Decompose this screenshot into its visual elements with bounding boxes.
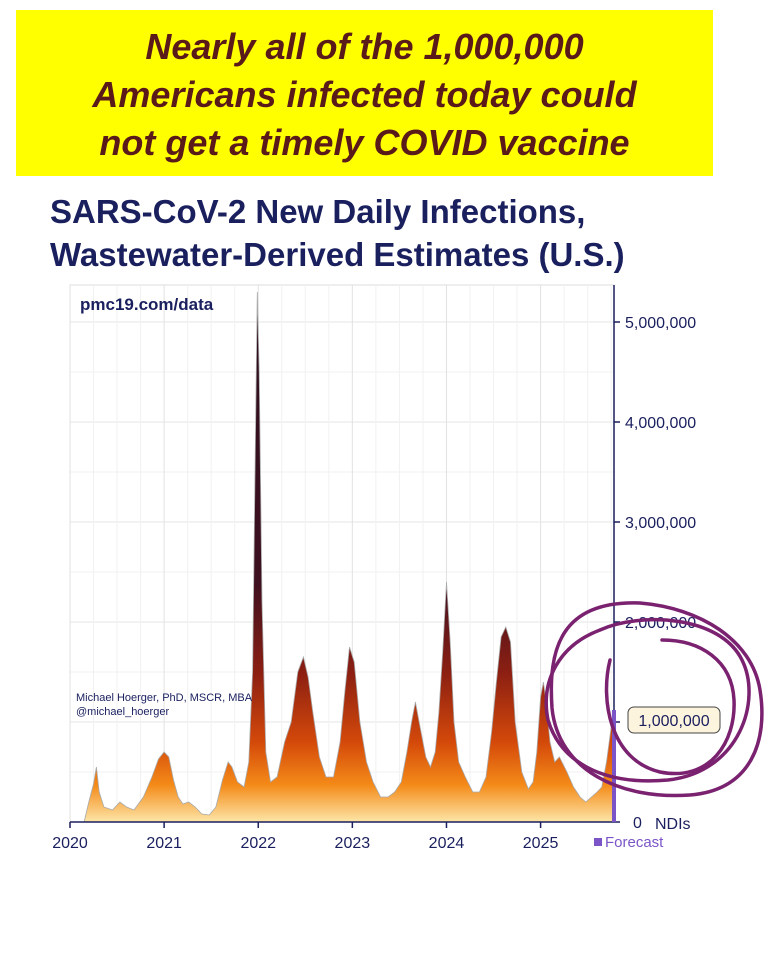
headline-banner: Nearly all of the 1,000,000 Americans in… [16, 10, 713, 176]
headline-line-1: Nearly all of the 1,000,000 [145, 26, 584, 67]
source-label: pmc19.com/data [80, 295, 214, 314]
callout-value: 1,000,000 [638, 713, 709, 730]
x-tick-label-2023: 2023 [335, 835, 371, 852]
forecast-legend-label: Forecast [605, 834, 664, 851]
forecast-legend-swatch [594, 838, 602, 846]
x-tick-label-2021: 2021 [146, 835, 182, 852]
x-tick-label-2024: 2024 [429, 835, 465, 852]
callout-box [627, 706, 721, 734]
x-axis-ticks: 2020 2021 2022 2023 2024 2025 [52, 822, 558, 852]
infections-area [83, 291, 615, 823]
hand-drawn-circle-annotation [544, 601, 764, 798]
y-tick-label-5: 5,000,000 [625, 315, 696, 332]
chart-title-line-2: Wastewater-Derived Estimates (U.S.) [50, 236, 625, 273]
headline-line-2: Americans infected today could [92, 74, 637, 115]
y-unit-label: NDIs [655, 816, 691, 833]
chart-title-line-1: SARS-CoV-2 New Daily Infections, [50, 193, 586, 230]
x-tick-label-2022: 2022 [240, 835, 276, 852]
x-tick-label-2020: 2020 [52, 835, 88, 852]
credit-name: Michael Hoerger, PhD, MSCR, MBA [76, 692, 253, 704]
x-tick-label-2025: 2025 [523, 835, 559, 852]
y-tick-label-3: 3,000,000 [625, 515, 696, 532]
headline-line-3: not get a timely COVID vaccine [99, 122, 630, 163]
credit-handle: @michael_hoerger [76, 706, 169, 718]
forecast-band [612, 710, 616, 822]
y-tick-label-0: 0 [633, 815, 642, 832]
y-tick-label-4: 4,000,000 [625, 415, 696, 432]
